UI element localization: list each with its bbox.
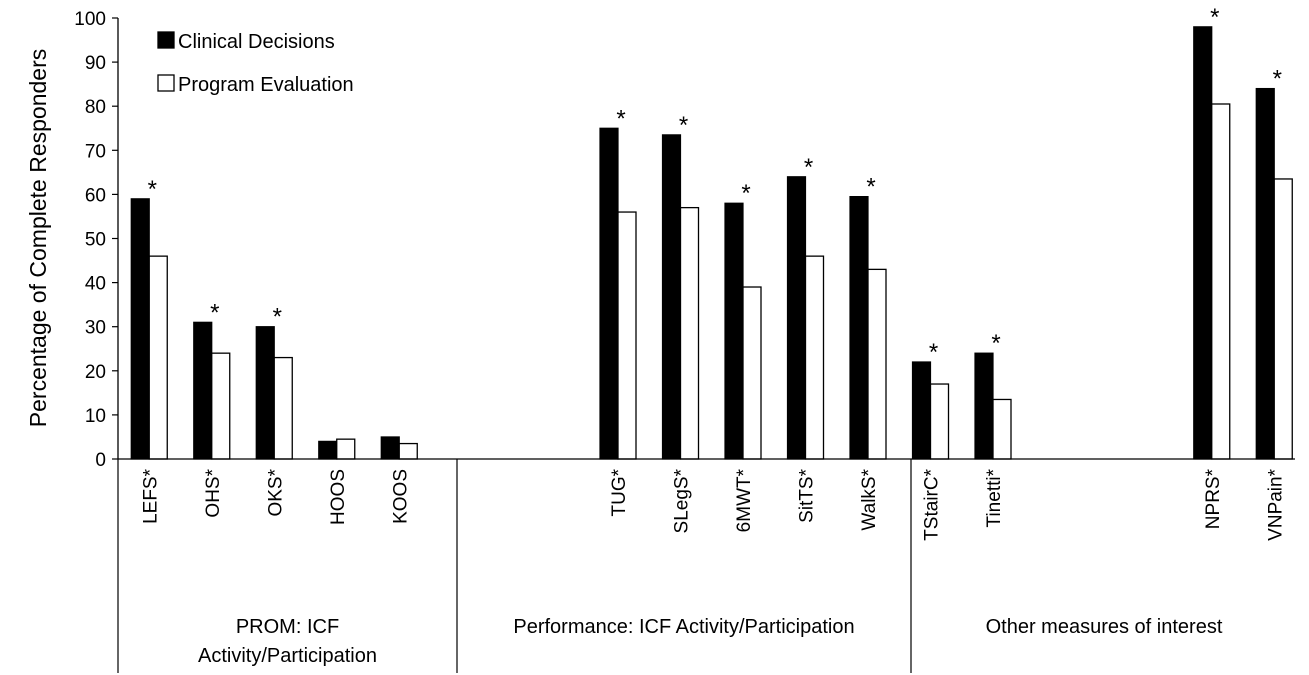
- x-tick-label: SLegS*: [672, 468, 693, 533]
- significance-marker: *: [741, 180, 750, 207]
- y-tick-label: 10: [85, 406, 106, 427]
- x-axis-category-labels: LEFS* OHS* OKS* HOOS KOOS TUG* SLegS* 6MWT* SitT…: [140, 468, 1286, 540]
- legend-label: Program Evaluation: [178, 74, 354, 96]
- x-tick-label: OKS*: [265, 468, 286, 516]
- bar-clinical-decisions: [380, 436, 400, 460]
- y-tick-label: 40: [85, 274, 106, 295]
- y-tick-label: 30: [85, 318, 106, 339]
- bars: [130, 26, 1293, 460]
- bar-clinical-decisions: [974, 352, 994, 460]
- x-tick-label: Tinetti*: [984, 468, 1005, 527]
- y-tick-label: 60: [85, 185, 106, 206]
- x-tick-label: VNPain*: [1265, 468, 1286, 540]
- y-axis-ticks: 0 10 20 30 40 50 60 70 80 90 100: [74, 9, 118, 471]
- bar-program-evaluation: [336, 438, 356, 460]
- bar-clinical-decisions: [255, 326, 275, 460]
- bar-clinical-decisions: [1193, 26, 1213, 460]
- x-tick-label: SitTS*: [797, 468, 818, 522]
- group-dividers: [117, 459, 912, 673]
- legend: Clinical Decisions Program Evaluation: [157, 31, 354, 96]
- y-tick-label: 70: [85, 141, 106, 162]
- significance-marker: *: [1273, 66, 1282, 93]
- x-tick-label: KOOS: [390, 469, 411, 524]
- bar-clinical-decisions: [786, 176, 807, 460]
- bar-program-evaluation: [867, 268, 887, 460]
- significance-marker: *: [929, 339, 938, 366]
- group-label: Performance: ICF Activity/Participation: [513, 616, 854, 638]
- bar-clinical-decisions: [661, 134, 682, 460]
- bar-program-evaluation: [211, 352, 231, 460]
- x-tick-label: HOOS: [328, 469, 349, 525]
- x-tick-label: TUG*: [609, 468, 630, 516]
- y-axis-title: Percentage of Complete Responders: [25, 49, 51, 427]
- y-tick-label: 90: [85, 53, 106, 74]
- bar-clinical-decisions: [1255, 87, 1275, 460]
- significance-marker: *: [273, 304, 282, 331]
- bar-program-evaluation: [929, 383, 950, 460]
- bar-clinical-decisions: [130, 198, 150, 460]
- y-tick-label: 80: [85, 97, 106, 118]
- x-tick-label: NPRS*: [1203, 468, 1224, 529]
- significance-marker: *: [210, 299, 219, 326]
- x-tick-label: LEFS*: [140, 468, 161, 524]
- y-tick-label: 20: [85, 362, 106, 383]
- y-tick-label: 50: [85, 230, 106, 251]
- bar-program-evaluation: [398, 442, 418, 460]
- bar-clinical-decisions: [724, 202, 744, 460]
- significance-marker: *: [616, 105, 625, 132]
- significance-marker: *: [804, 154, 813, 181]
- legend-label: Clinical Decisions: [178, 31, 335, 53]
- y-tick-label: 0: [95, 450, 106, 471]
- bar-program-evaluation: [992, 398, 1012, 460]
- significance-marker: *: [1210, 4, 1219, 31]
- group-label: Activity/Participation: [198, 645, 377, 667]
- bar-clinical-decisions: [599, 127, 619, 460]
- significance-marker: *: [148, 176, 157, 203]
- bar-clinical-decisions: [318, 440, 338, 460]
- group-label: Other measures of interest: [986, 616, 1223, 638]
- significance-marker: *: [679, 112, 688, 139]
- legend-swatch-clinical: [157, 31, 175, 49]
- bar-program-evaluation: [617, 211, 637, 460]
- significance-marker: *: [866, 174, 875, 201]
- bar-program-evaluation: [804, 255, 825, 460]
- x-tick-label: TStairC*: [922, 468, 943, 540]
- bar-program-evaluation: [742, 286, 762, 460]
- bar-program-evaluation: [1211, 103, 1231, 460]
- significance-annotations: ****************: [148, 4, 1282, 366]
- group-labels: PROM: ICF Activity/Participation Performan…: [198, 616, 1223, 667]
- bar-program-evaluation: [148, 255, 168, 460]
- x-tick-label: WalkS*: [859, 468, 880, 530]
- group-label: PROM: ICF: [236, 616, 339, 638]
- x-tick-label: OHS*: [203, 468, 224, 517]
- y-tick-label: 100: [74, 9, 106, 30]
- bar-clinical-decisions: [849, 196, 869, 460]
- bar-clinical-decisions: [193, 321, 213, 460]
- significance-marker: *: [991, 330, 1000, 357]
- legend-swatch-program: [157, 74, 175, 92]
- bar-program-evaluation: [1273, 178, 1293, 460]
- bar-clinical-decisions: [911, 361, 932, 460]
- bar-program-evaluation: [679, 206, 700, 460]
- bar-program-evaluation: [273, 356, 293, 460]
- x-tick-label: 6MWT*: [734, 468, 755, 532]
